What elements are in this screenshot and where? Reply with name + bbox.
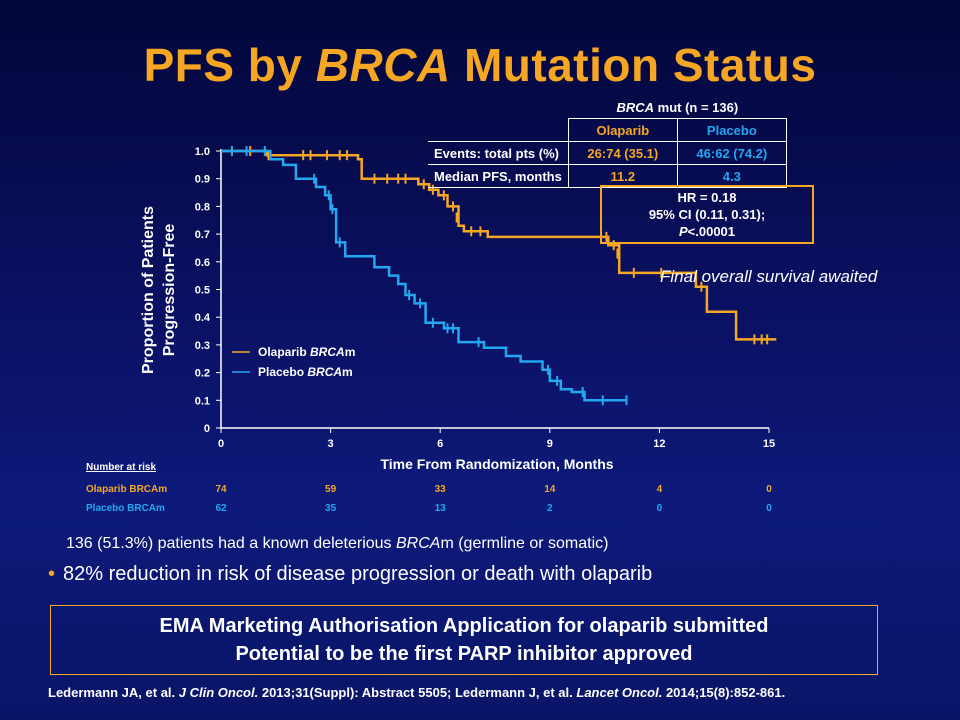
col-olaparib: Olaparib [567, 118, 678, 142]
hr-value: HR = 0.18 [677, 190, 737, 205]
legend-label-em: BRCA [307, 365, 342, 379]
risk-value: 0 [766, 484, 772, 495]
risk-value: 2 [547, 503, 553, 514]
bullet-text: 82% reduction in risk of disease progres… [63, 563, 653, 585]
series-line-olaparib [221, 149, 777, 341]
risk-row-label: Olaparib BRCAm [86, 484, 167, 495]
risk-row-label: Placebo BRCAm [86, 503, 165, 514]
ema-line2: Potential to be the first PARP inhibitor… [235, 643, 693, 665]
y-tick-label: 0.9 [195, 174, 210, 186]
os-note: Final overall survival awaited [660, 267, 878, 286]
col-placebo: Placebo [676, 118, 787, 142]
hr-p-text: <.00001 [687, 224, 736, 239]
y-tick-label: 0.1 [195, 395, 210, 407]
bullet-point: • 82% reduction in risk of disease progre… [48, 563, 652, 586]
risk-header: Number at risk [86, 462, 156, 473]
x-tick-label: 3 [328, 438, 334, 450]
x-tick-label: 15 [763, 438, 775, 450]
y-tick-label: 0.8 [195, 201, 210, 213]
y-axis-label: Proportion of Patients [140, 206, 157, 374]
bullet-icon: • [48, 563, 56, 585]
y-tick-label: 0.6 [195, 257, 210, 269]
y-tick-label: 0.3 [195, 340, 210, 352]
table-header-em: BRCA [616, 99, 655, 115]
legend-label-part: Placebo [258, 365, 307, 379]
risk-value: 59 [325, 484, 337, 495]
risk-value: 13 [435, 503, 447, 514]
x-tick-label: 6 [437, 438, 443, 450]
ref-part: Ledermann JA, et al. [48, 685, 179, 700]
y-tick-label: 1.0 [195, 146, 210, 158]
page-title: PFS by BRCA Mutation Status [0, 38, 960, 92]
table-header: BRCA mut (n = 136) [568, 96, 786, 119]
risk-value: 74 [215, 484, 227, 495]
table-spacer [428, 96, 568, 119]
statement-part: BRCA [396, 535, 441, 552]
results-table: BRCA mut (n = 136) Olaparib Placebo Even… [428, 96, 787, 188]
legend-label-part: m [342, 365, 353, 379]
legend-label: Olaparib BRCAm [258, 345, 355, 359]
title-part: Mutation Status [450, 39, 817, 91]
table-spacer [428, 119, 568, 142]
risk-value: 14 [544, 484, 556, 495]
legend-label-em: BRCA [310, 345, 345, 359]
risk-value: 35 [325, 503, 337, 514]
y-tick-label: 0.5 [195, 285, 210, 297]
statement: 136 (51.3%) patients had a known deleter… [66, 535, 608, 553]
row-label: Events: total pts (%) [428, 141, 569, 165]
hazard-ratio-box: HR = 0.18 95% CI (0.11, 0.31); P<.00001 [600, 185, 814, 244]
table-header-text: mut (n = 136) [654, 99, 739, 115]
risk-value: 0 [657, 503, 663, 514]
reference: Ledermann JA, et al. J Clin Oncol. 2013;… [48, 684, 938, 701]
legend-label: Placebo BRCAm [258, 365, 353, 379]
x-axis-label: Time From Randomization, Months [380, 456, 613, 472]
ref-part: 2014;15(8):852-861. [662, 685, 786, 700]
hr-ci: 95% CI (0.11, 0.31); [648, 207, 766, 222]
statement-part: m (germline or somatic) [440, 535, 609, 552]
table-row: Median PFS, months 11.2 4.3 [428, 164, 787, 188]
y-tick-label: 0.4 [195, 312, 211, 324]
ema-box: EMA Marketing Authorisation Application … [50, 605, 878, 675]
x-tick-label: 0 [218, 438, 224, 450]
x-tick-label: 9 [547, 438, 553, 450]
ref-journal: J Clin Oncol. [178, 685, 259, 700]
x-tick-label: 12 [653, 438, 665, 450]
y-tick-label: 0.2 [195, 368, 210, 380]
cell-olaparib: 26:74 (35.1) [567, 141, 678, 165]
cell-placebo: 46:62 (74.2) [676, 141, 787, 165]
risk-value: 4 [657, 484, 663, 495]
ref-part: 2013;31(Suppl): Abstract 5505; Ledermann… [258, 685, 577, 700]
risk-value: 0 [766, 503, 772, 514]
hr-pvalue: P<.00001 [602, 223, 812, 240]
risk-value: 62 [215, 503, 227, 514]
legend-label-part: Olaparib [258, 345, 310, 359]
row-label: Median PFS, months [428, 164, 569, 188]
cell-olaparib: 11.2 [567, 164, 678, 188]
title-emphasis: BRCA [315, 39, 451, 91]
hr-p-letter: P [678, 224, 688, 239]
statement-part: 136 (51.3%) patients had a known deleter… [66, 535, 396, 552]
legend-label-part: m [345, 345, 356, 359]
title-part: PFS by [143, 39, 316, 91]
risk-value: 33 [435, 484, 447, 495]
y-tick-label: 0 [204, 423, 210, 435]
y-tick-label: 0.7 [195, 229, 210, 241]
y-axis-label: Progression-Free [161, 224, 178, 357]
table-row: Events: total pts (%) 26:74 (35.1) 46:62… [428, 141, 787, 165]
ref-journal: Lancet Oncol. [576, 685, 663, 700]
cell-placebo: 4.3 [676, 164, 787, 188]
ema-line1: EMA Marketing Authorisation Application … [159, 615, 769, 637]
